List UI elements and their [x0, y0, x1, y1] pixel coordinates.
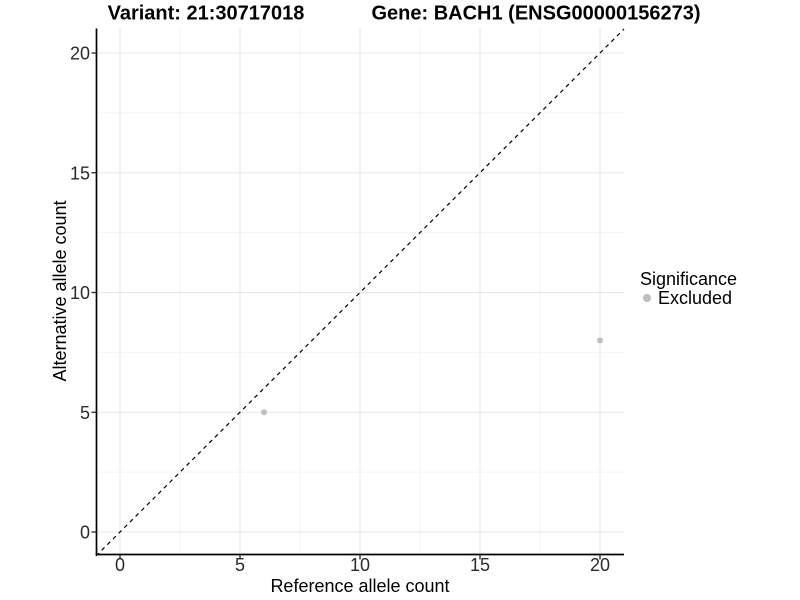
y-tick-label: 0 [80, 523, 90, 543]
x-axis-title: Reference allele count [270, 576, 449, 596]
data-point [261, 409, 267, 416]
legend-title: Significance [640, 269, 737, 289]
data-point [597, 337, 603, 344]
x-tick-labels: 0 5 10 15 20 [115, 555, 610, 575]
y-tick-label: 5 [80, 403, 90, 423]
x-tick-label: 10 [350, 555, 370, 575]
variant-title: Variant: 21:30717018 [108, 3, 305, 25]
legend: Significance Excluded [640, 269, 737, 308]
data-points [261, 337, 603, 416]
x-tick-label: 15 [470, 555, 490, 575]
y-tick-label: 20 [70, 44, 90, 64]
y-tick-labels: 0 5 10 15 20 [70, 44, 90, 543]
legend-point-icon [643, 294, 651, 302]
y-tick-label: 15 [70, 163, 90, 183]
gene-title: Gene: BACH1 (ENSG00000156273) [371, 3, 700, 25]
y-tick-label: 10 [70, 283, 90, 303]
x-tick-label: 0 [115, 555, 125, 575]
tick-marks [91, 52, 601, 560]
y-axis-title: Alternative allele count [50, 200, 70, 381]
legend-entry-label: Excluded [658, 288, 732, 308]
x-tick-label: 5 [235, 555, 245, 575]
x-tick-label: 20 [590, 555, 610, 575]
major-gridlines [96, 28, 624, 555]
